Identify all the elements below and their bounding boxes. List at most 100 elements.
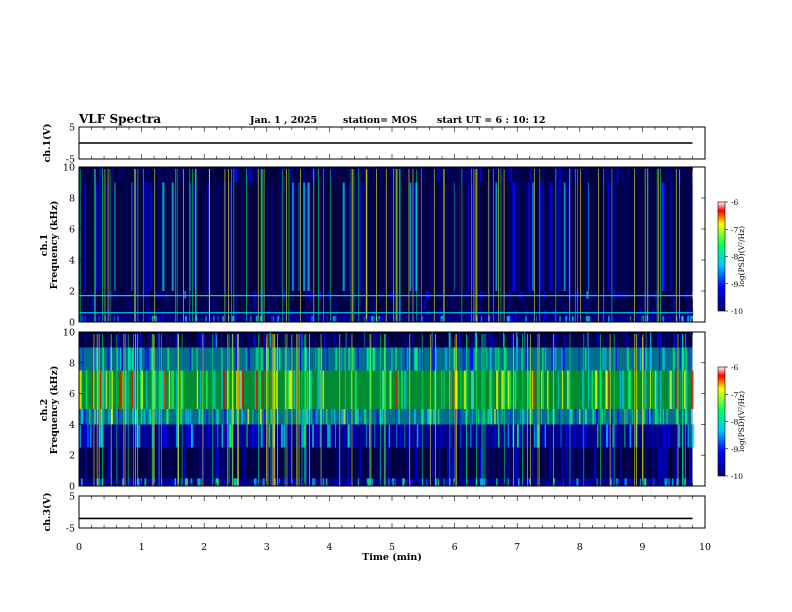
spectrogram-streak: [592, 409, 595, 425]
spectrogram-streak: [554, 447, 556, 479]
spectrogram-streak: [469, 347, 473, 371]
spectrogram-streak: [624, 332, 625, 348]
spectrogram-streak: [81, 298, 83, 310]
spectrogram-streak: [545, 447, 547, 479]
spectrogram-streak: [131, 424, 133, 448]
spectrogram-streak: [373, 182, 376, 291]
spectrogram-streak: [109, 370, 111, 409]
spectrogram-streak: [222, 315, 224, 322]
spectrogram-streak: [606, 424, 609, 448]
spectrogram-streak: [94, 332, 97, 348]
spectrogram-streak: [117, 315, 119, 322]
spectrogram-streak: [575, 298, 578, 310]
spectrogram-streak: [616, 167, 619, 183]
spectrogram-streak: [129, 478, 132, 486]
spectrogram-streak: [344, 424, 347, 448]
spectrogram-streak: [303, 332, 305, 348]
spectrogram-streak: [662, 347, 664, 371]
spectrogram-streak: [477, 182, 479, 291]
spectrogram-streak: [625, 291, 628, 299]
spectrogram-streak: [570, 409, 573, 425]
spectrogram-streak: [520, 291, 523, 299]
spectrogram-streak: [597, 332, 600, 348]
spectrogram-streak: [604, 447, 606, 479]
spectrogram-streak: [396, 409, 398, 425]
spectrogram-streak: [283, 447, 285, 479]
spectrogram-streak: [360, 298, 362, 310]
spectrogram-streak: [500, 182, 503, 291]
spectrogram-streak: [124, 332, 127, 348]
spectrogram-streak: [318, 370, 321, 409]
spectrogram-streak: [227, 447, 228, 479]
spectrogram-streak: [122, 332, 124, 348]
spectrogram-streak: [661, 447, 664, 479]
spectrogram-streak: [174, 478, 177, 486]
spectrogram-streak: [224, 409, 226, 425]
spectrogram-streak: [680, 167, 681, 183]
spectrogram-streak: [551, 424, 553, 448]
spectrogram-streak: [348, 182, 351, 291]
spectrogram-streak: [586, 291, 589, 299]
spectrogram-streak: [497, 347, 500, 371]
spectrogram-streak: [333, 409, 336, 425]
spectrogram-streak: [353, 478, 355, 486]
spectrogram-streak: [269, 332, 271, 348]
spectrogram-streak: [453, 167, 455, 183]
spectrogram-streak: [332, 298, 335, 310]
spectrogram-streak: [602, 315, 605, 322]
spectrogram-streak: [492, 182, 494, 291]
spectrogram-streak: [303, 182, 306, 291]
spectrogram-streak: [126, 298, 129, 310]
spectrogram-streak: [408, 424, 410, 448]
colorbar-tick-label: -8: [731, 253, 739, 262]
spectrogram-streak: [260, 424, 263, 448]
spectrogram-streak: [89, 298, 91, 310]
spectrogram-streak: [222, 370, 225, 409]
spectrogram-streak: [478, 167, 480, 183]
spectrogram-streak: [197, 478, 200, 486]
spectrogram-streak: [446, 298, 449, 310]
spectrogram-streak: [100, 478, 102, 486]
spectrogram-streak: [89, 478, 92, 486]
spectrogram-streak: [179, 409, 182, 425]
spectrogram-streak: [356, 347, 358, 371]
spectrogram-streak: [392, 182, 393, 291]
spectrogram-streak: [272, 315, 275, 322]
spectrogram-streak: [659, 447, 662, 479]
spectrogram-streak: [118, 409, 120, 425]
spectrogram-streak: [412, 424, 414, 448]
spectrogram-streak: [244, 447, 247, 479]
spectrogram-streak: [84, 182, 86, 291]
spectrogram-streak: [439, 291, 442, 299]
spectrogram-streak: [527, 332, 529, 348]
spectrogram-streak: [471, 347, 474, 371]
spectrogram-streak: [636, 315, 639, 322]
spectrogram-streak: [209, 315, 212, 322]
spectrogram-streak: [397, 370, 399, 409]
spectrogram-streak: [272, 291, 275, 299]
spectrogram-streak: [673, 332, 676, 348]
spectrogram-streak: [315, 167, 318, 183]
spectrogram-streak: [410, 347, 413, 371]
spectrogram-streak: [672, 298, 675, 310]
spectrogram-streak: [383, 347, 386, 371]
spectrogram-streak: [204, 447, 206, 479]
spectrogram-streak: [177, 182, 180, 291]
spectrogram-streak: [675, 370, 677, 409]
spectrogram-streak: [357, 347, 359, 371]
spectrogram-streak: [453, 347, 456, 371]
spectrogram-streak: [391, 167, 394, 183]
spectrogram-streak: [155, 291, 158, 299]
spectrogram-streak: [101, 370, 102, 409]
spectrogram-streak: [422, 315, 424, 322]
spectrogram-streak: [297, 182, 300, 291]
spectrogram-streak: [114, 182, 116, 291]
spectrogram-streak: [384, 315, 387, 322]
spectrogram-streak: [310, 409, 312, 425]
spectrogram-streak: [668, 478, 670, 486]
spectrogram-streak: [407, 291, 410, 299]
spectrogram-streak: [116, 291, 119, 299]
spectrogram-streak: [458, 332, 461, 348]
spectrogram-streak: [505, 298, 508, 310]
spectrogram-streak: [321, 167, 324, 183]
